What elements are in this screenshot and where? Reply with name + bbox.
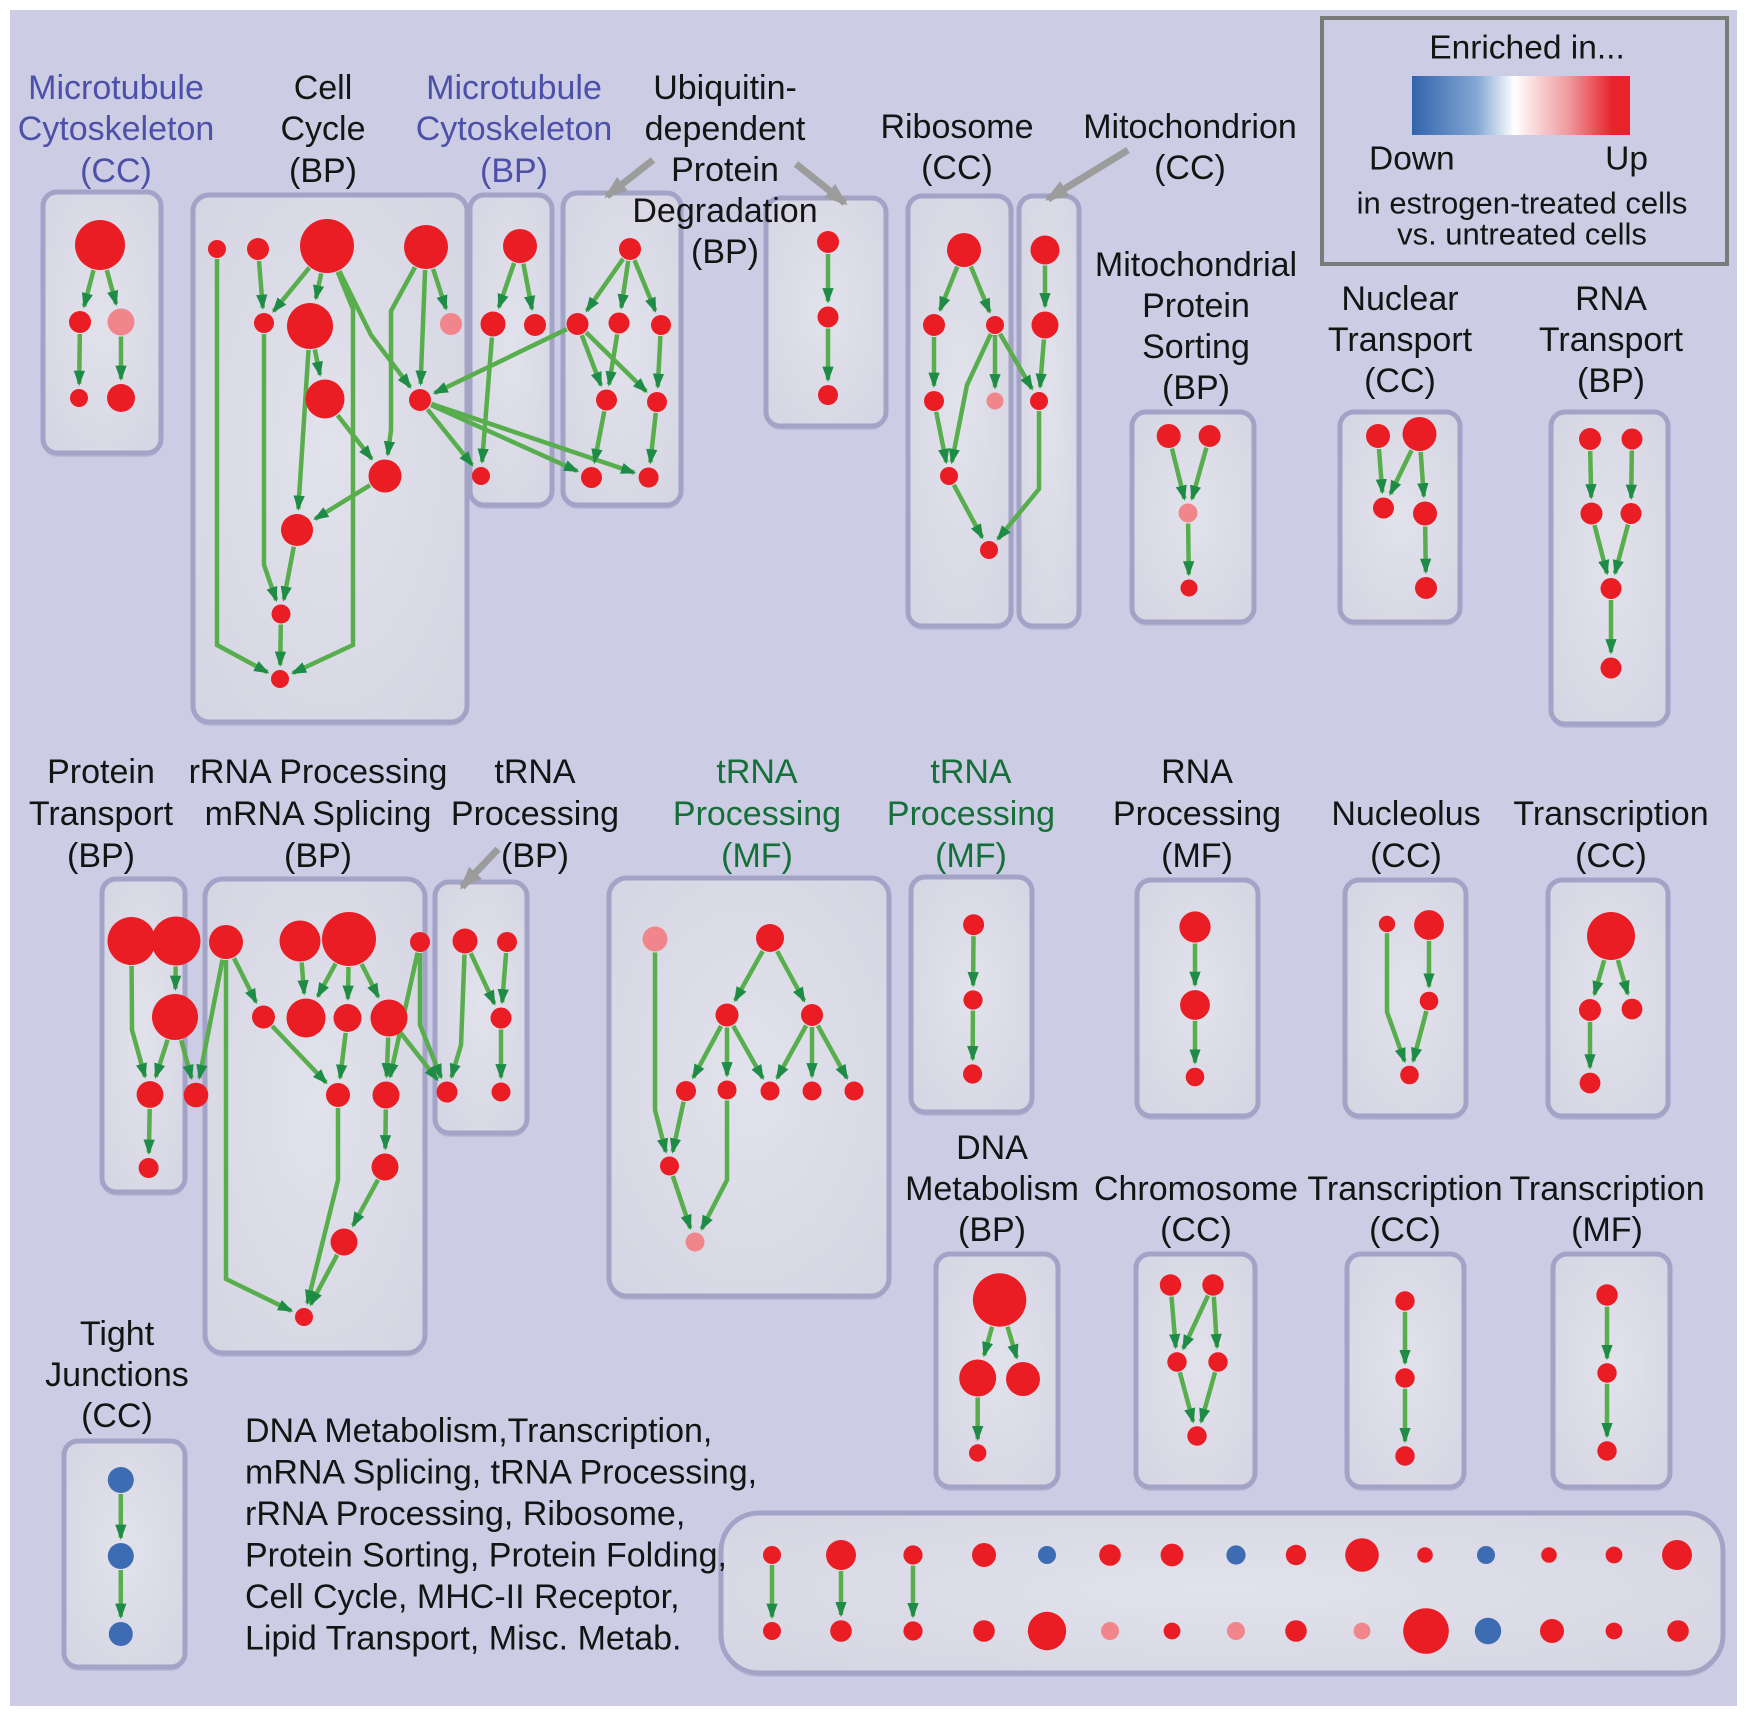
svg-text:Enriched in...: Enriched in... [1429, 30, 1625, 67]
svg-text:Metabolism: Metabolism [905, 1170, 1079, 1208]
svg-text:Ubiquitin-: Ubiquitin- [653, 69, 797, 107]
svg-text:vs. untreated cells: vs. untreated cells [1397, 217, 1647, 252]
svg-text:rRNA Processing, Ribosome,: rRNA Processing, Ribosome, [245, 1495, 685, 1533]
svg-text:Transcription: Transcription [1513, 795, 1708, 833]
svg-text:Processing: Processing [887, 795, 1055, 833]
svg-text:Processing: Processing [451, 795, 619, 833]
svg-text:Protein Sorting, Protein Foldi: Protein Sorting, Protein Folding, [245, 1537, 727, 1575]
svg-text:Protein: Protein [671, 151, 779, 189]
svg-text:(CC): (CC) [1369, 1211, 1441, 1249]
svg-text:Up: Up [1605, 141, 1648, 178]
svg-text:(BP): (BP) [958, 1211, 1026, 1249]
svg-text:(CC): (CC) [1364, 362, 1436, 400]
svg-text:(BP): (BP) [480, 152, 548, 190]
svg-text:DNA: DNA [956, 1129, 1028, 1167]
svg-text:Cytoskeleton: Cytoskeleton [416, 110, 613, 148]
svg-text:(MF): (MF) [1571, 1211, 1643, 1249]
svg-text:RNA: RNA [1575, 280, 1647, 318]
svg-text:Processing: Processing [1113, 795, 1281, 833]
svg-text:Nuclear: Nuclear [1341, 280, 1458, 318]
svg-text:Processing: Processing [673, 795, 841, 833]
svg-text:Tight: Tight [80, 1315, 155, 1353]
svg-text:(BP): (BP) [1162, 369, 1230, 407]
svg-text:(CC): (CC) [1154, 149, 1226, 187]
svg-text:(CC): (CC) [1160, 1211, 1232, 1249]
svg-text:(BP): (BP) [1577, 362, 1645, 400]
svg-text:Microtubule: Microtubule [426, 69, 602, 107]
svg-text:in estrogen-treated cells: in estrogen-treated cells [1357, 186, 1688, 221]
svg-text:Protein: Protein [1142, 287, 1250, 325]
svg-text:(CC): (CC) [921, 149, 993, 187]
svg-text:Ribosome: Ribosome [880, 108, 1033, 146]
svg-text:Transport: Transport [1539, 321, 1684, 359]
svg-text:Chromosome: Chromosome [1094, 1170, 1298, 1208]
svg-text:(CC): (CC) [1575, 837, 1647, 875]
svg-text:Junctions: Junctions [45, 1356, 189, 1394]
svg-text:(BP): (BP) [289, 152, 357, 190]
svg-text:(CC): (CC) [81, 1397, 153, 1435]
svg-text:Transcription: Transcription [1307, 1170, 1502, 1208]
svg-text:Cycle: Cycle [280, 110, 365, 148]
svg-text:Microtubule: Microtubule [28, 69, 204, 107]
svg-text:RNA: RNA [1161, 753, 1233, 791]
svg-text:tRNA: tRNA [494, 753, 576, 791]
svg-text:Mitochondrial: Mitochondrial [1095, 246, 1297, 284]
svg-text:Cytoskeleton: Cytoskeleton [18, 110, 215, 148]
svg-text:(BP): (BP) [284, 837, 352, 875]
svg-text:Lipid Transport, Misc. Metab.: Lipid Transport, Misc. Metab. [245, 1620, 682, 1658]
svg-text:tRNA: tRNA [716, 753, 798, 791]
svg-text:(BP): (BP) [691, 233, 759, 271]
svg-text:Cell: Cell [294, 69, 353, 107]
svg-text:DNA Metabolism,Transcription,: DNA Metabolism,Transcription, [245, 1412, 712, 1450]
svg-text:Down: Down [1369, 141, 1455, 178]
svg-text:Transport: Transport [29, 795, 174, 833]
svg-text:(MF): (MF) [721, 837, 793, 875]
svg-text:dependent: dependent [645, 110, 806, 148]
svg-text:(CC): (CC) [80, 152, 152, 190]
svg-text:Transcription: Transcription [1509, 1170, 1704, 1208]
svg-text:mRNA Splicing, tRNA Processing: mRNA Splicing, tRNA Processing, [245, 1454, 757, 1492]
svg-text:(BP): (BP) [67, 837, 135, 875]
svg-text:Protein: Protein [47, 753, 155, 791]
svg-text:rRNA Processing: rRNA Processing [189, 753, 448, 791]
svg-text:Cell Cycle, MHC-II Receptor,: Cell Cycle, MHC-II Receptor, [245, 1578, 680, 1616]
svg-text:(MF): (MF) [935, 837, 1007, 875]
svg-text:(CC): (CC) [1370, 837, 1442, 875]
svg-text:Sorting: Sorting [1142, 328, 1250, 366]
svg-text:(BP): (BP) [501, 837, 569, 875]
svg-text:Nucleolus: Nucleolus [1331, 795, 1480, 833]
svg-text:(MF): (MF) [1161, 837, 1233, 875]
svg-text:Transport: Transport [1328, 321, 1473, 359]
svg-text:mRNA Splicing: mRNA Splicing [205, 795, 432, 833]
svg-text:Degradation: Degradation [632, 192, 817, 230]
svg-text:tRNA: tRNA [930, 753, 1012, 791]
svg-text:Mitochondrion: Mitochondrion [1083, 108, 1297, 146]
